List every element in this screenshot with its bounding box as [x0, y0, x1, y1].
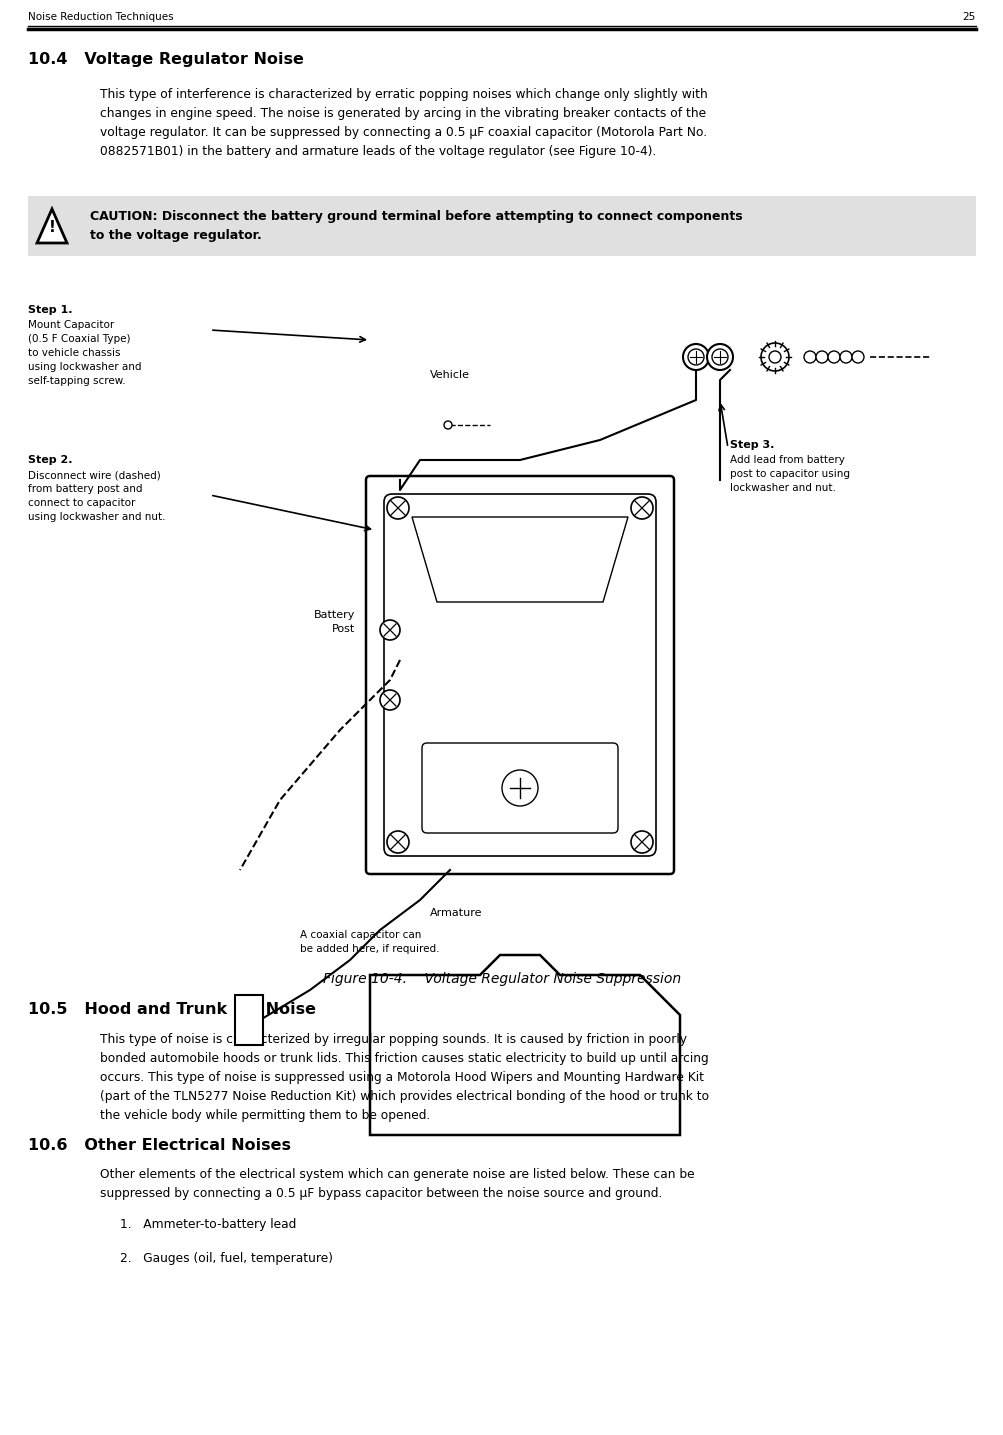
Circle shape	[815, 352, 827, 363]
Text: CAUTION: Disconnect the battery ground terminal before attempting to connect com: CAUTION: Disconnect the battery ground t…	[90, 210, 742, 222]
Text: Figure 10-4.    Voltage Regulator Noise Suppression: Figure 10-4. Voltage Regulator Noise Sup…	[323, 971, 680, 986]
Text: Step 1.: Step 1.	[28, 306, 72, 316]
Text: This type of interference is characterized by erratic popping noises which chang: This type of interference is characteriz…	[100, 88, 707, 100]
Text: suppressed by connecting a 0.5 μF bypass capacitor between the noise source and : suppressed by connecting a 0.5 μF bypass…	[100, 1187, 662, 1200]
Text: the vehicle body while permitting them to be opened.: the vehicle body while permitting them t…	[100, 1109, 430, 1122]
Bar	[235, 994, 263, 1045]
Text: self-tapping screw.: self-tapping screw.	[28, 376, 125, 386]
FancyBboxPatch shape	[383, 494, 655, 857]
FancyBboxPatch shape	[366, 476, 673, 874]
Text: Add lead from battery: Add lead from battery	[729, 455, 845, 465]
Polygon shape	[411, 517, 627, 603]
Text: to vehicle chassis: to vehicle chassis	[28, 349, 120, 357]
Text: Other elements of the electrical system which can generate noise are listed belo: Other elements of the electrical system …	[100, 1168, 694, 1181]
Circle shape	[682, 344, 708, 370]
Circle shape	[803, 352, 815, 363]
Text: 0882571B01) in the battery and armature leads of the voltage regulator (see Figu: 0882571B01) in the battery and armature …	[100, 145, 656, 158]
Text: Disconnect wire (dashed): Disconnect wire (dashed)	[28, 471, 160, 479]
Polygon shape	[370, 956, 679, 1135]
Text: lockwasher and nut.: lockwasher and nut.	[729, 484, 835, 494]
Text: be added here, if required.: be added here, if required.	[300, 944, 439, 954]
Text: 2.   Gauges (oil, fuel, temperature): 2. Gauges (oil, fuel, temperature)	[120, 1251, 333, 1266]
Circle shape	[827, 352, 840, 363]
Text: Battery: Battery	[313, 610, 355, 620]
Circle shape	[711, 349, 727, 364]
FancyBboxPatch shape	[421, 743, 618, 832]
Text: 1.   Ammeter-to-battery lead: 1. Ammeter-to-battery lead	[120, 1218, 296, 1231]
Text: !: !	[48, 221, 55, 235]
Text: Vehicle: Vehicle	[429, 370, 469, 380]
Circle shape	[630, 497, 652, 519]
Text: Step 3.: Step 3.	[729, 441, 773, 451]
Bar	[28, 197, 975, 255]
Text: using lockwasher and nut.: using lockwasher and nut.	[28, 512, 165, 522]
Text: 10.4   Voltage Regulator Noise: 10.4 Voltage Regulator Noise	[28, 52, 304, 67]
Text: This type of noise is characterized by irregular popping sounds. It is caused by: This type of noise is characterized by i…	[100, 1033, 686, 1046]
Text: changes in engine speed. The noise is generated by arcing in the vibrating break: changes in engine speed. The noise is ge…	[100, 108, 705, 121]
Text: Post: Post	[331, 624, 355, 634]
Polygon shape	[37, 210, 67, 243]
Circle shape	[502, 771, 538, 806]
Text: occurs. This type of noise is suppressed using a Motorola Hood Wipers and Mounti: occurs. This type of noise is suppressed…	[100, 1071, 703, 1083]
Text: from battery post and: from battery post and	[28, 484, 142, 494]
Text: bonded automobile hoods or trunk lids. This friction causes static electricity t: bonded automobile hoods or trunk lids. T…	[100, 1052, 708, 1065]
Text: 10.6   Other Electrical Noises: 10.6 Other Electrical Noises	[28, 1138, 291, 1152]
Circle shape	[706, 344, 732, 370]
Circle shape	[379, 620, 399, 640]
Circle shape	[386, 831, 408, 852]
Circle shape	[379, 690, 399, 710]
Circle shape	[840, 352, 852, 363]
Text: connect to capacitor: connect to capacitor	[28, 498, 135, 508]
Circle shape	[687, 349, 703, 364]
Text: (0.5 F Coaxial Type): (0.5 F Coaxial Type)	[28, 334, 130, 344]
Text: Armature: Armature	[429, 908, 482, 918]
Text: using lockwasher and: using lockwasher and	[28, 362, 141, 372]
Text: Step 2.: Step 2.	[28, 455, 72, 465]
Text: voltage regulator. It can be suppressed by connecting a 0.5 μF coaxial capacitor: voltage regulator. It can be suppressed …	[100, 126, 706, 139]
Text: to the voltage regulator.: to the voltage regulator.	[90, 230, 262, 243]
Text: 10.5   Hood and Trunk Lid Noise: 10.5 Hood and Trunk Lid Noise	[28, 1002, 316, 1017]
Circle shape	[630, 831, 652, 852]
Circle shape	[768, 352, 780, 363]
Circle shape	[443, 420, 451, 429]
Text: 25: 25	[962, 11, 975, 22]
Circle shape	[386, 497, 408, 519]
Text: A coaxial capacitor can: A coaxial capacitor can	[300, 930, 421, 940]
Circle shape	[760, 343, 788, 372]
Text: (part of the TLN5277 Noise Reduction Kit) which provides electrical bonding of t: (part of the TLN5277 Noise Reduction Kit…	[100, 1091, 708, 1104]
Text: Mount Capacitor: Mount Capacitor	[28, 320, 114, 330]
Circle shape	[852, 352, 864, 363]
Text: post to capacitor using: post to capacitor using	[729, 469, 850, 479]
Text: Noise Reduction Techniques: Noise Reduction Techniques	[28, 11, 174, 22]
